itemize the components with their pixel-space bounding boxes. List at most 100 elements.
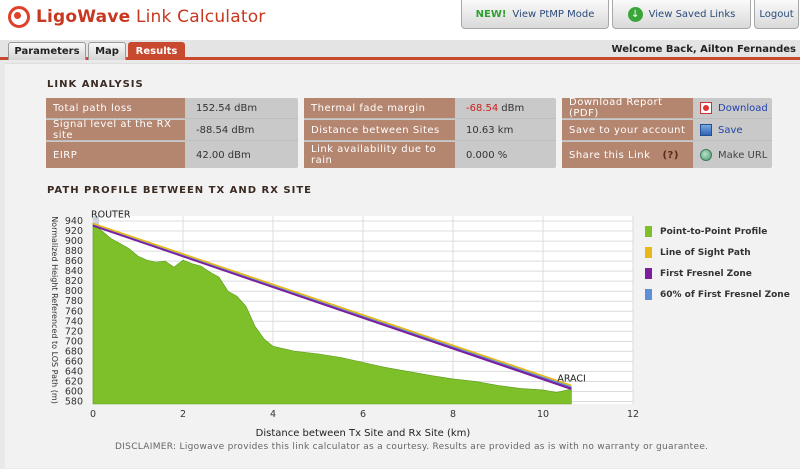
y-tick-label: 580 [65,396,83,407]
y-tick-label: 940 [65,216,83,227]
action-row: Share this Link (?) Make URL [562,142,772,168]
metric-row: Thermal fade margin -68.54 dBm [304,98,556,119]
y-tick-label: 600 [65,386,83,397]
path-profile-title: PATH PROFILE BETWEEN TX AND RX SITE [47,185,312,196]
y-tick-label: 820 [65,276,83,287]
action-row: Save to your account Save [562,120,772,141]
metric-row: Link availability due to rain 0.000 % [304,142,556,168]
y-axis-label: Normalized Height Referenced to LOS Path… [50,216,59,404]
new-badge: NEW! [475,8,507,20]
metric-row: EIRP 42.00 dBm [46,142,298,168]
download-arrow-icon: ↓ [627,6,643,22]
x-tick-label: 0 [90,409,96,420]
metric-value: 10.63 km [466,124,514,136]
report-actions-box: Download Report (PDF) Download Save to y… [562,97,772,168]
tab-parameters[interactable]: Parameters [8,42,86,60]
legend-item: Point-to-Point Profile [645,226,767,237]
globe-icon [700,149,712,161]
path-profile-svg: 5806006206406606807007207407607808008208… [50,210,639,439]
metric-value: -68.54 dBm [456,103,524,114]
tab-results[interactable]: Results [128,42,185,60]
legend-swatch [645,226,652,237]
save-icon [700,124,712,136]
metric-label: Total path loss [46,98,186,118]
y-tick-label: 780 [65,296,83,307]
y-tick-label: 880 [65,246,83,257]
view-ptmp-mode-button[interactable]: NEW! View PtMP Mode [461,0,609,29]
y-tick-label: 860 [65,256,83,267]
x-tick-label: 12 [627,409,639,420]
metric-value: 152.54 dBm [196,102,258,114]
site-annotation: ROUTER [91,210,131,221]
legend-label: 60% of First Fresnel Zone [660,289,790,300]
legend-swatch [645,247,652,258]
logo-brand: LigoWave [36,7,131,27]
save-link[interactable]: Save [694,124,743,136]
action-label: Download Report (PDF) [562,97,694,119]
tab-bar: Parameters Map Results [0,40,800,60]
y-tick-label: 900 [65,236,83,247]
y-tick-label: 620 [65,376,83,387]
results-panel: LINK ANALYSIS Total path loss 152.54 dBm… [5,63,800,468]
logo-icon [8,6,30,28]
x-axis-label: Distance between Tx Site and Rx Site (km… [256,428,471,439]
metric-label: Signal level at the RX site [46,119,186,141]
y-tick-label: 840 [65,266,83,277]
fade-margin-value: -68.54 [466,102,499,114]
x-tick-label: 4 [270,409,276,420]
x-tick-label: 6 [360,409,366,420]
metric-label: EIRP [46,142,186,168]
metric-value: 0.000 % [466,149,508,161]
help-link[interactable]: (?) [662,149,679,161]
action-row: Download Report (PDF) Download [562,97,772,119]
view-saved-links-label: View Saved Links [648,8,736,20]
pdf-icon [700,102,712,114]
welcome-message: Welcome Back, Ailton Fernandes [611,44,796,55]
logout-button[interactable]: Logout [754,0,799,29]
y-tick-label: 640 [65,366,83,377]
action-label: Share this Link (?) [562,142,694,168]
ligowave-logo[interactable]: LigoWave Link Calculator [8,6,266,28]
make-url-link[interactable]: Make URL [694,149,767,161]
metric-label: Link availability due to rain [304,142,456,168]
make-url-label: Make URL [718,149,768,161]
terrain-area [92,222,572,405]
y-tick-label: 680 [65,346,83,357]
view-saved-links-button[interactable]: ↓ View Saved Links [612,0,751,29]
save-label: Save [718,124,743,136]
x-tick-label: 8 [450,409,456,420]
metric-label: Thermal fade margin [304,98,456,118]
metric-row: Signal level at the RX site -88.54 dBm [46,119,298,141]
x-tick-label: 10 [537,409,549,420]
app-header: LigoWave Link Calculator NEW! View PtMP … [0,0,800,40]
metric-label: Distance between Sites [304,120,456,140]
y-tick-label: 760 [65,306,83,317]
site-annotation: ARACI [557,373,585,384]
y-tick-label: 720 [65,326,83,337]
x-tick-label: 2 [180,409,186,420]
link-metrics-box: Total path loss 152.54 dBm Signal level … [46,98,298,168]
logo-suffix: Link Calculator [135,7,266,27]
metric-value: -88.54 dBm [196,124,255,136]
legend-swatch [645,289,652,300]
metric-row: Total path loss 152.54 dBm [46,98,298,119]
legend-label: Point-to-Point Profile [660,226,768,237]
series-line-1 [92,222,572,387]
link-metrics-box-2: Thermal fade margin -68.54 dBm Distance b… [304,98,556,168]
path-profile-chart: 580 600 620 640 660 680 700 720 740 760 780 800 820 8… [5,204,800,469]
download-label: Download [718,102,768,114]
y-tick-label: 740 [65,316,83,327]
disclaimer: DISCLAIMER: Ligowave provides this link … [115,442,709,452]
view-ptmp-mode-label: View PtMP Mode [512,8,595,20]
legend-swatch [645,268,652,279]
legend-item: First Fresnel Zone [645,268,752,279]
link-analysis-title: LINK ANALYSIS [47,79,144,90]
metric-row: Distance between Sites 10.63 km [304,120,556,141]
y-tick-label: 700 [65,336,83,347]
tab-map[interactable]: Map [88,42,126,60]
download-report-link[interactable]: Download [694,102,768,114]
action-label: Save to your account [562,120,694,140]
share-label: Share this Link [569,149,651,161]
fade-margin-unit: dBm [501,102,525,114]
y-tick-label: 660 [65,356,83,367]
